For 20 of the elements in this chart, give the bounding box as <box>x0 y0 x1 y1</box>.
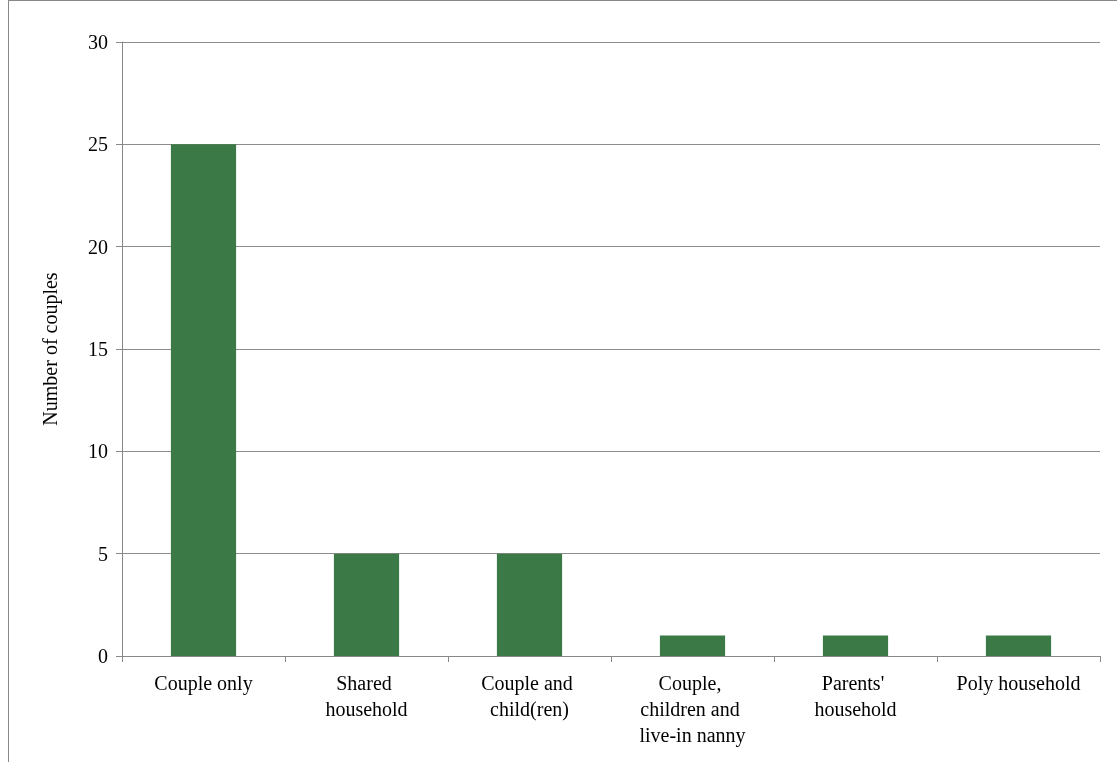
y-tick-label: 10 <box>88 440 108 463</box>
x-tick-label: Couple and child(ren) <box>481 672 578 721</box>
y-axis-title: Number of couples <box>39 272 62 426</box>
bar <box>659 635 726 656</box>
x-tick-label: Couple only <box>154 672 253 695</box>
y-tick-label: 15 <box>88 338 108 360</box>
bar <box>985 635 1052 656</box>
x-tick-label: Shared household <box>325 672 408 720</box>
bar <box>496 553 563 656</box>
bar <box>170 144 237 656</box>
y-tick-label: 30 <box>88 31 108 53</box>
x-tick-label: Couple, children and live-in nanny <box>639 672 746 747</box>
x-tick-label: Poly household <box>956 672 1081 695</box>
bar <box>333 553 400 656</box>
y-tick-label: 0 <box>98 645 108 667</box>
y-tick-label: 25 <box>88 133 108 156</box>
y-tick-label: 20 <box>88 235 108 258</box>
x-tick-label: Parents' household <box>814 672 897 720</box>
bar <box>822 635 889 656</box>
y-tick-label: 5 <box>98 542 108 565</box>
